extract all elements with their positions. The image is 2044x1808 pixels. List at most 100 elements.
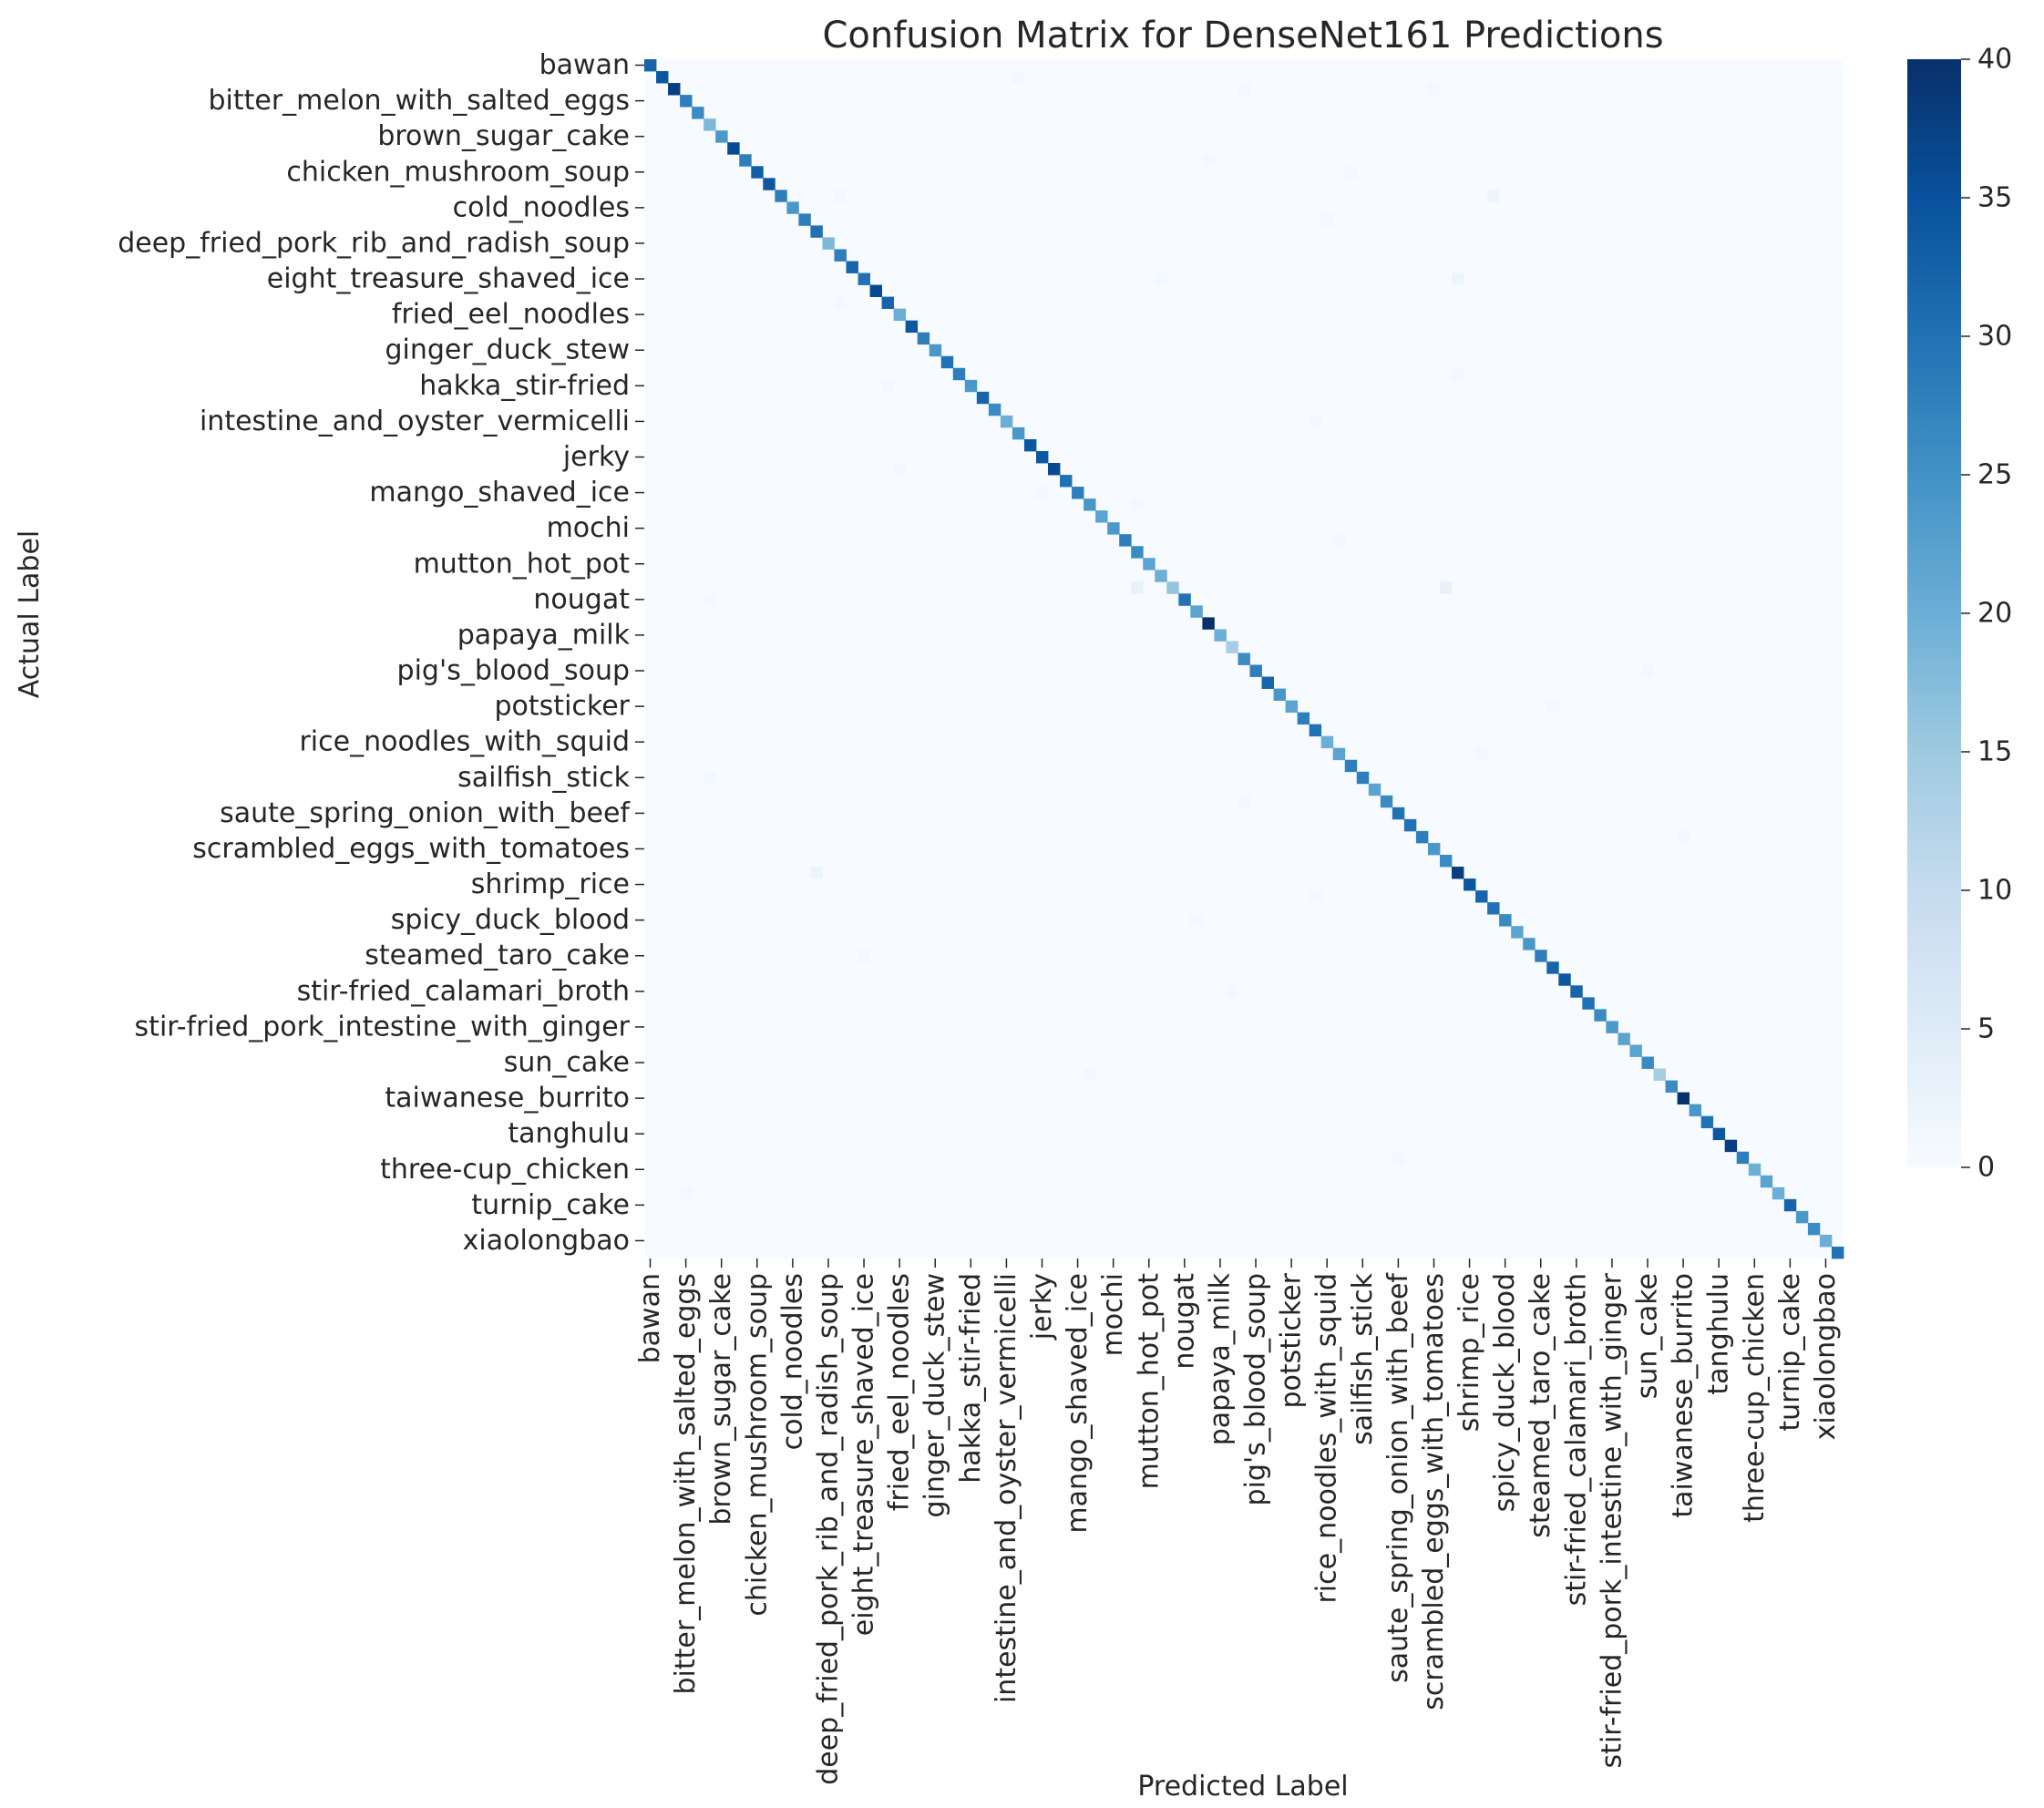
- heatmap-cell-diagonal: [1368, 783, 1381, 796]
- colorbar-tick-label: 10: [1977, 875, 2012, 907]
- heatmap-cell-off-diagonal: [1226, 985, 1238, 998]
- heatmap-cell-off-diagonal: [1012, 71, 1025, 84]
- heatmap-cell-off-diagonal: [1427, 83, 1441, 96]
- x-tick-label: saute_spring_onion_with_beef: [1382, 1272, 1414, 1683]
- heatmap-cell-diagonal: [715, 130, 728, 143]
- y-tick-label: hakka_stir-fried: [419, 370, 630, 402]
- y-tick-label: eight_treasure_shaved_ice: [267, 263, 630, 295]
- heatmap-cell-diagonal: [810, 225, 823, 238]
- heatmap-cell-diagonal: [1297, 712, 1310, 725]
- y-tick-label: xiaolongbao: [463, 1225, 630, 1257]
- x-tick-label: sailfish_stick: [1347, 1272, 1379, 1444]
- heatmap-cell-diagonal: [1439, 854, 1453, 868]
- x-tick-label: ginger_duck_stew: [919, 1273, 951, 1518]
- y-tick-label: papaya_milk: [457, 619, 631, 651]
- heatmap-cell-diagonal: [869, 284, 882, 297]
- heatmap-cell-diagonal: [1511, 926, 1524, 939]
- heatmap-cell-diagonal: [1131, 546, 1144, 559]
- x-tick-label: taiwanese_burrito: [1668, 1273, 1700, 1518]
- heatmap-cell-off-diagonal: [1475, 747, 1488, 761]
- x-tick-label: mochi: [1097, 1273, 1129, 1356]
- heatmap-cell-diagonal: [1736, 1151, 1750, 1165]
- heatmap-cell-off-diagonal: [1392, 1151, 1405, 1165]
- heatmap-cell-diagonal: [1309, 724, 1322, 737]
- y-tick-label: steamed_taro_cake: [365, 940, 630, 971]
- x-tick-label: sun_cake: [1632, 1273, 1664, 1399]
- heatmap-cell-off-diagonal: [680, 1186, 693, 1200]
- heatmap-cell-diagonal: [1452, 867, 1464, 879]
- heatmap-cell-off-diagonal: [1320, 213, 1334, 226]
- heatmap-cell-diagonal: [644, 59, 657, 72]
- heatmap-cell-diagonal: [1570, 985, 1583, 998]
- heatmap-cell-off-diagonal: [1677, 830, 1690, 844]
- heatmap-cell-diagonal: [1582, 997, 1595, 1010]
- x-tick-label: three-cup_chicken: [1739, 1273, 1771, 1523]
- heatmap-cell-off-diagonal: [704, 771, 716, 785]
- y-tick-label: tanghulu: [508, 1118, 630, 1150]
- x-tick-label: pig's_blood_soup: [1240, 1273, 1272, 1505]
- heatmap-cell-diagonal: [976, 391, 990, 405]
- heatmap-cell-off-diagonal: [834, 296, 847, 310]
- y-tick-label: rice_noodles_with_squid: [299, 726, 630, 758]
- x-tick-label: hakka_stir-fried: [955, 1273, 987, 1484]
- heatmap-cell-diagonal: [1724, 1139, 1738, 1153]
- heatmap-cell-diagonal: [656, 71, 669, 84]
- heatmap-cell-diagonal: [1427, 842, 1441, 856]
- y-tick-label: mango_shaved_ice: [369, 477, 630, 508]
- x-tick-label: steamed_taro_cake: [1525, 1273, 1556, 1538]
- y-tick-label: chicken_mushroom_soup: [286, 156, 630, 188]
- colorbar-tick-label: 40: [1977, 44, 2012, 76]
- heatmap-cell-diagonal: [1475, 890, 1488, 903]
- heatmap-cell-diagonal: [940, 355, 954, 369]
- x-tick-label: deep_fried_pork_rib_and_radish_soup: [812, 1273, 844, 1785]
- y-tick-label: scrambled_eggs_with_tomatoes: [192, 833, 630, 865]
- heatmap-cell-diagonal: [1606, 1021, 1618, 1033]
- x-tick-label: jerky: [1026, 1273, 1058, 1341]
- heatmap-cell-diagonal: [1119, 534, 1132, 547]
- heatmap-cell-diagonal: [1594, 1009, 1607, 1022]
- y-axis-ticks: bawan bitter_melon_with_salted_eggsbrown_…: [118, 49, 644, 1257]
- heatmap-cell-diagonal: [1653, 1068, 1666, 1081]
- heatmap-cell-diagonal: [1523, 938, 1536, 950]
- heatmap-cell-diagonal: [1677, 1092, 1690, 1105]
- heatmap-cell-diagonal: [1249, 664, 1262, 677]
- heatmap-cell-diagonal: [858, 272, 870, 285]
- heatmap-cell-diagonal: [1807, 1222, 1821, 1236]
- heatmap-cell-off-diagonal: [1131, 498, 1144, 511]
- heatmap-cell-diagonal: [1178, 593, 1191, 606]
- x-tick-label: papaya_milk: [1204, 1272, 1236, 1445]
- heatmap-cell-diagonal: [1332, 747, 1346, 761]
- heatmap-cell-diagonal: [1795, 1210, 1809, 1224]
- heatmap-cell-diagonal: [1700, 1115, 1714, 1129]
- heatmap-cell-diagonal: [881, 296, 895, 310]
- x-tick-label: spicy_duck_blood: [1489, 1273, 1521, 1512]
- y-tick-label: three-cup_chicken: [380, 1154, 630, 1186]
- colorbar-tick-label: 25: [1977, 459, 2012, 491]
- heatmap-cell-diagonal: [929, 344, 942, 357]
- heatmap-cell-diagonal: [1143, 558, 1156, 570]
- heatmap-cell-diagonal: [1618, 1032, 1630, 1045]
- heatmap-cell-diagonal: [1320, 735, 1334, 749]
- heatmap-cell-diagonal: [988, 403, 1001, 416]
- chart-title: Confusion Matrix for DenseNet161 Predict…: [822, 15, 1663, 56]
- colorbar-tick-label: 20: [1977, 598, 2012, 630]
- y-tick-label: sun_cake: [504, 1047, 630, 1079]
- y-tick-label: stir-fried_pork_intestine_with_ginger: [135, 1011, 631, 1043]
- x-tick-label: shrimp_rice: [1453, 1273, 1485, 1432]
- x-tick-label: mango_shaved_ice: [1062, 1273, 1094, 1534]
- heatmap-cell-diagonal: [1558, 973, 1571, 986]
- heatmap-cell-off-diagonal: [1344, 166, 1358, 179]
- heatmap-cell-diagonal: [1689, 1104, 1702, 1117]
- x-tick-label: bawan: [634, 1273, 666, 1363]
- x-tick-label: mutton_hot_pot: [1133, 1273, 1165, 1490]
- heatmap-cell-diagonal: [1403, 818, 1417, 832]
- heatmap-cell-off-diagonal: [1309, 415, 1322, 428]
- y-tick-label: turnip_cake: [471, 1189, 630, 1221]
- heatmap-cell-diagonal: [680, 95, 693, 108]
- heatmap-cell-diagonal: [905, 320, 919, 334]
- heatmap-cell-off-diagonal: [834, 190, 847, 202]
- heatmap-cell-diagonal: [1060, 475, 1073, 488]
- heatmap-cell-diagonal: [775, 190, 787, 202]
- y-tick-label: sailfish_stick: [457, 762, 630, 794]
